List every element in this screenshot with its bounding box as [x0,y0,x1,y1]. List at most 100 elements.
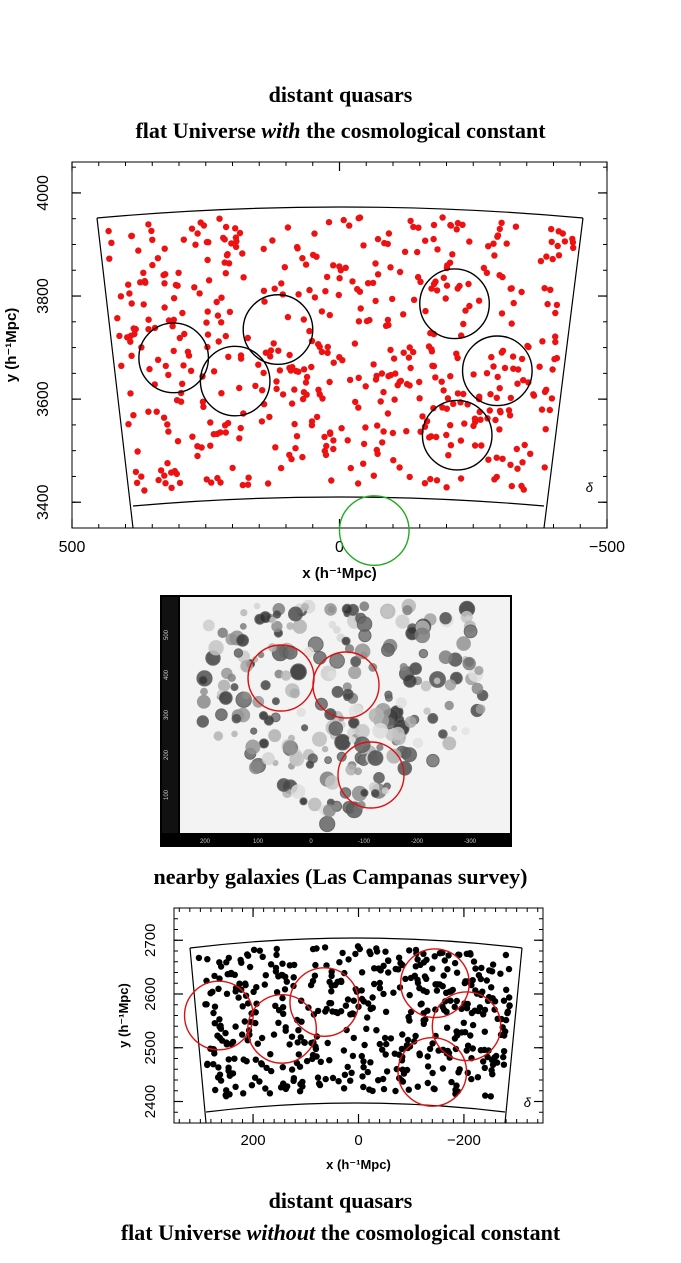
data-point [549,255,556,263]
galaxy-blob [305,760,315,769]
data-point [376,1040,383,1048]
structure-circle [289,967,360,1038]
data-point [327,1000,335,1007]
data-point [126,290,133,297]
x-axis-title: x (h⁻¹Mpc) [302,565,377,582]
data-point [267,347,275,354]
data-point [382,948,389,955]
data-point [226,1091,233,1098]
data-point [374,450,381,457]
top-subtitle-pre: flat Universe [135,118,256,143]
data-point [196,290,203,297]
data-point [483,269,491,276]
data-point [137,279,144,286]
galaxy-blob [354,767,362,776]
galaxy-blob [260,680,271,691]
data-point [404,1036,412,1044]
data-point [470,958,478,965]
data-point [406,1017,413,1024]
data-point [543,386,550,393]
data-point [174,282,181,289]
data-point [507,394,514,402]
data-point [373,1027,380,1034]
data-point [425,343,433,350]
data-point [443,484,450,491]
data-point [114,315,121,322]
data-point [199,398,207,405]
data-point [259,953,266,960]
data-point [444,395,452,402]
data-point [204,1061,211,1069]
data-point [406,991,413,999]
data-point [216,959,223,966]
data-point [561,238,569,245]
data-point [548,395,556,402]
data-point [275,1019,282,1026]
data-point [433,287,441,294]
data-point [387,346,394,354]
data-point [215,338,222,345]
data-point [514,380,521,387]
data-point [216,1016,223,1023]
data-point [463,1047,470,1054]
data-point [165,317,173,324]
data-point [406,344,413,351]
data-point [482,1092,489,1099]
data-point [380,428,387,435]
galaxy-blob [239,623,247,630]
data-point [416,395,423,402]
data-point [350,1034,357,1042]
data-point [552,338,559,346]
data-point [518,482,525,490]
galaxy-blob [208,640,224,656]
data-point [484,1053,491,1061]
data-point [259,387,266,394]
galaxy-blob [227,673,236,682]
galaxy-blob [263,715,275,726]
data-point [176,334,183,342]
data-point [417,961,424,969]
data-point [198,444,205,451]
galaxy-blob [236,634,249,647]
data-point [501,364,509,372]
delta-label: δ [524,1095,532,1110]
data-point [338,425,345,432]
data-point [508,320,515,327]
data-point [414,273,422,281]
data-point [494,233,501,240]
data-point [500,1053,507,1061]
lcrs-x-tick: -300 [464,839,477,845]
data-point [289,363,296,371]
data-point [402,975,409,983]
data-point [273,385,280,393]
survey-top-arc [96,206,584,219]
data-point [278,971,285,979]
data-point [387,264,394,271]
data-point [548,238,555,246]
survey-top-arc [189,937,523,949]
galaxy-blob [471,682,484,695]
data-point [414,979,422,987]
data-point [223,990,231,997]
data-point [472,418,479,426]
y-tick-label: 3800 [35,278,52,314]
galaxy-blob [200,687,208,696]
data-point [155,476,162,484]
data-point [541,464,548,471]
data-point [105,227,112,235]
data-point [443,431,450,439]
data-point [226,308,234,316]
data-point [429,1040,436,1047]
data-point [391,396,398,403]
data-point [256,1078,263,1085]
data-point [374,235,382,243]
data-point [449,251,456,258]
data-point [427,433,435,440]
data-point [300,316,307,323]
data-point [390,457,397,464]
data-point [493,1059,501,1066]
top-subtitle-em: with [261,118,301,143]
data-point [496,225,503,233]
bottom-title: distant quasars [0,1188,681,1214]
data-point [384,316,392,324]
